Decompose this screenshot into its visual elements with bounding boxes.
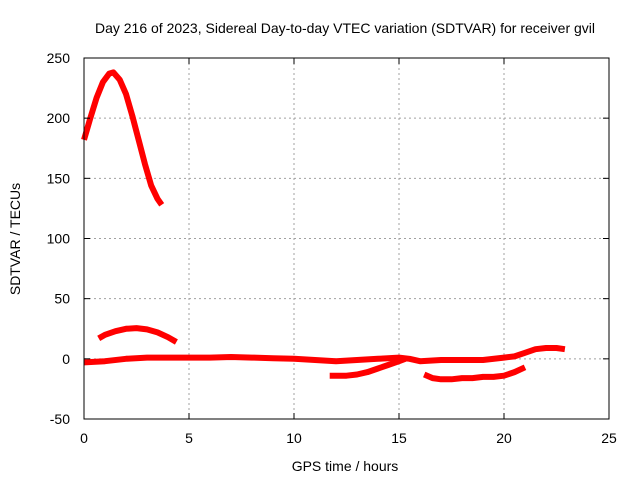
x-tick-label: 25: [601, 430, 617, 446]
y-axis-label: SDTVAR / TECUs: [7, 183, 23, 295]
x-tick-label: 15: [391, 430, 407, 446]
y-tick-label: 50: [54, 291, 70, 307]
series-arc-5: [423, 364, 527, 383]
series-arc-1: [81, 69, 165, 207]
x-tick-label: 0: [80, 430, 88, 446]
x-tick-label: 10: [286, 430, 302, 446]
tick-layer: [83, 57, 610, 420]
tick-labels: 0 5 10 15 20 25 -50 0 50 100 150 200 250: [47, 50, 617, 446]
series-arc-3: [83, 345, 566, 366]
y-tick-label: 150: [47, 170, 71, 186]
series-arc-2: [97, 325, 178, 345]
series-arc-4: [329, 355, 407, 379]
grid-layer: [84, 58, 609, 419]
x-tick-label: 5: [185, 430, 193, 446]
y-tick-label: 0: [62, 351, 70, 367]
y-tick-label: -50: [50, 411, 70, 427]
chart-title: Day 216 of 2023, Sidereal Day-to-day VTE…: [95, 20, 595, 36]
y-tick-label: 200: [47, 110, 71, 126]
x-tick-label: 20: [496, 430, 512, 446]
x-axis-label: GPS time / hours: [292, 458, 399, 474]
y-tick-label: 250: [47, 50, 71, 66]
series-layer: [81, 69, 566, 383]
y-tick-label: 100: [47, 231, 71, 247]
